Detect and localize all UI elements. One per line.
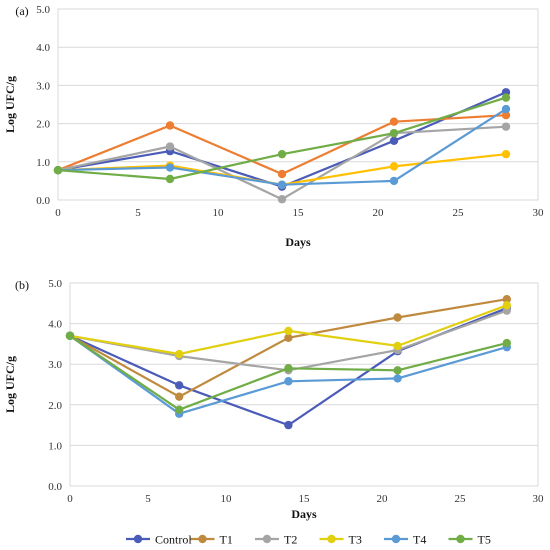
y-tick-label: 1.0 — [48, 440, 62, 452]
x-tick-label: 15 — [299, 493, 311, 505]
data-point-t2 — [277, 195, 287, 204]
data-point-t1 — [277, 169, 287, 179]
data-point-t3 — [284, 326, 293, 336]
data-point-t1 — [165, 121, 175, 130]
data-point-t5 — [389, 128, 399, 138]
x-tick-label: 30 — [533, 207, 545, 219]
data-point-t4 — [501, 104, 511, 114]
y-tick-label: 0.0 — [48, 481, 62, 493]
panel-label: (a) — [15, 4, 28, 18]
data-point-t1 — [393, 313, 402, 322]
data-point-control — [175, 381, 184, 390]
x-tick-label: 10 — [213, 207, 225, 219]
y-tick-label: 2.0 — [48, 400, 62, 412]
x-tick-label: 15 — [293, 207, 305, 219]
data-point-t3 — [502, 301, 511, 310]
x-tick-label: 20 — [377, 493, 389, 505]
data-point-t3 — [501, 149, 511, 159]
x-tick-label: 30 — [533, 493, 545, 505]
legend-label: T2 — [284, 533, 297, 547]
legend-marker — [456, 534, 465, 544]
legend-marker — [198, 534, 207, 544]
data-point-t1 — [502, 295, 511, 304]
data-point-t2 — [501, 122, 511, 131]
x-tick-label: 25 — [455, 493, 467, 505]
data-point-t5 — [393, 366, 402, 375]
data-point-t5 — [502, 338, 511, 348]
legend-marker — [133, 534, 143, 544]
data-point-t4 — [277, 180, 287, 189]
data-point-t2 — [165, 142, 175, 151]
y-tick-label: 5.0 — [36, 4, 50, 16]
x-tick-label: 20 — [373, 207, 385, 219]
y-axis-title: Log UFC/g — [3, 76, 17, 133]
y-tick-label: 5.0 — [48, 278, 62, 290]
x-tick-label: 25 — [453, 207, 465, 219]
x-axis-title: Days — [285, 235, 311, 249]
data-point-t5 — [175, 405, 184, 414]
legend-label: T3 — [349, 533, 362, 547]
data-point-t3 — [393, 341, 402, 351]
x-tick-label: 0 — [55, 207, 61, 219]
data-point-t1 — [284, 333, 293, 343]
data-point-t3 — [389, 162, 399, 171]
data-point-t1 — [389, 117, 399, 126]
data-point-t1 — [501, 110, 511, 120]
data-point-t5 — [501, 93, 511, 102]
plot-area — [57, 8, 539, 201]
data-point-t5 — [277, 149, 287, 159]
data-point-control — [389, 136, 399, 145]
panel-a: 0.0 1.0 2.0 3.0 4.0 5.0 0 5 10 15 20 25 30 Days Log UF… — [3, 4, 544, 249]
y-tick-label: 1.0 — [36, 157, 50, 169]
data-point-t5 — [165, 174, 175, 184]
x-tick-label: 0 — [67, 493, 73, 505]
data-point-t5 — [284, 364, 293, 373]
legend-marker — [391, 534, 401, 544]
legend: Control T1 T2 T3 T4 T5 — [126, 533, 491, 547]
y-tick-label: 0.0 — [36, 195, 50, 207]
legend-label: T5 — [478, 533, 491, 547]
data-point-t5 — [53, 166, 63, 175]
panel-label: (b) — [15, 278, 29, 292]
data-point-t5 — [65, 331, 75, 340]
legend-label: T1 — [220, 533, 233, 547]
x-tick-label: 10 — [221, 493, 233, 505]
y-axis-title: Log UFC/g — [3, 356, 17, 413]
y-tick-label: 4.0 — [48, 319, 62, 331]
y-tick-label: 2.0 — [36, 119, 50, 131]
panel-b: 0.0 1.0 2.0 3.0 4.0 5.0 0 5 10 15 20 25 30 Days Log UF… — [3, 278, 544, 521]
data-point-control — [284, 420, 293, 430]
data-point-t4 — [165, 163, 175, 172]
data-point-t3 — [175, 349, 184, 359]
data-point-t4 — [393, 374, 402, 383]
legend-label: Control — [155, 533, 192, 547]
legend-marker — [327, 534, 336, 544]
y-tick-label: 3.0 — [36, 80, 50, 92]
data-point-t4 — [389, 176, 399, 186]
data-point-t1 — [175, 392, 184, 401]
legend-label: T4 — [413, 533, 426, 547]
y-tick-label: 3.0 — [48, 359, 62, 371]
y-tick-label: 4.0 — [36, 42, 50, 54]
x-axis-title: Days — [291, 507, 317, 521]
data-point-t4 — [284, 377, 293, 386]
x-tick-label: 5 — [145, 493, 151, 505]
legend-marker — [262, 534, 272, 544]
x-tick-label: 5 — [135, 207, 141, 219]
